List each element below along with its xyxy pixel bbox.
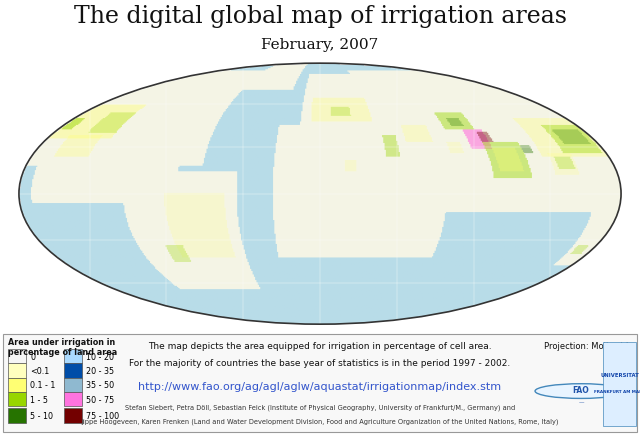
FancyBboxPatch shape bbox=[64, 349, 82, 364]
Text: FRANKFURT AM MAIN: FRANKFURT AM MAIN bbox=[595, 389, 640, 393]
Text: For the majority of countries the base year of statistics is in the period 1997 : For the majority of countries the base y… bbox=[129, 358, 511, 368]
Text: 0: 0 bbox=[30, 352, 35, 361]
Text: February, 2007: February, 2007 bbox=[261, 38, 379, 52]
Text: 1 - 5: 1 - 5 bbox=[30, 395, 48, 404]
Text: Jippe Hoogeveen, Karen Frenken (Land and Water Development Division, Food and Ag: Jippe Hoogeveen, Karen Frenken (Land and… bbox=[81, 418, 559, 424]
Text: Projection: Mollweide: Projection: Mollweide bbox=[544, 341, 634, 350]
FancyBboxPatch shape bbox=[3, 334, 637, 432]
Text: <0.1: <0.1 bbox=[30, 366, 49, 375]
FancyBboxPatch shape bbox=[64, 364, 82, 378]
FancyBboxPatch shape bbox=[8, 408, 26, 423]
Text: 0.1 - 1: 0.1 - 1 bbox=[30, 381, 56, 390]
FancyBboxPatch shape bbox=[64, 392, 82, 407]
Text: UNIVERSITAT: UNIVERSITAT bbox=[600, 372, 639, 377]
Text: FAO: FAO bbox=[573, 385, 589, 394]
FancyBboxPatch shape bbox=[603, 342, 636, 426]
Text: http://www.fao.org/ag/agl/aglw/aquastat/irrigationmap/index.stm: http://www.fao.org/ag/agl/aglw/aquastat/… bbox=[138, 381, 502, 391]
Text: Area under irrigation in
percentage of land area: Area under irrigation in percentage of l… bbox=[8, 337, 117, 356]
Text: 10 - 20: 10 - 20 bbox=[86, 352, 115, 361]
Text: 50 - 75: 50 - 75 bbox=[86, 395, 115, 404]
Text: Stefan Siebert, Petra Döll, Sebastian Feick (Institute of Physical Geography, Un: Stefan Siebert, Petra Döll, Sebastian Fe… bbox=[125, 404, 515, 410]
FancyBboxPatch shape bbox=[8, 392, 26, 407]
Text: 20 - 35: 20 - 35 bbox=[86, 366, 115, 375]
Ellipse shape bbox=[19, 64, 621, 325]
FancyBboxPatch shape bbox=[8, 364, 26, 378]
FancyBboxPatch shape bbox=[8, 349, 26, 364]
Text: 5 - 10: 5 - 10 bbox=[30, 411, 53, 420]
Text: The map depicts the area equipped for irrigation in percentage of cell area.: The map depicts the area equipped for ir… bbox=[148, 341, 492, 350]
Circle shape bbox=[535, 384, 627, 398]
FancyBboxPatch shape bbox=[64, 408, 82, 423]
Text: The digital global map of irrigation areas: The digital global map of irrigation are… bbox=[74, 6, 566, 28]
Text: 35 - 50: 35 - 50 bbox=[86, 381, 115, 390]
FancyBboxPatch shape bbox=[64, 378, 82, 392]
Text: —: — bbox=[579, 400, 584, 405]
Text: 75 - 100: 75 - 100 bbox=[86, 411, 120, 420]
FancyBboxPatch shape bbox=[8, 378, 26, 392]
